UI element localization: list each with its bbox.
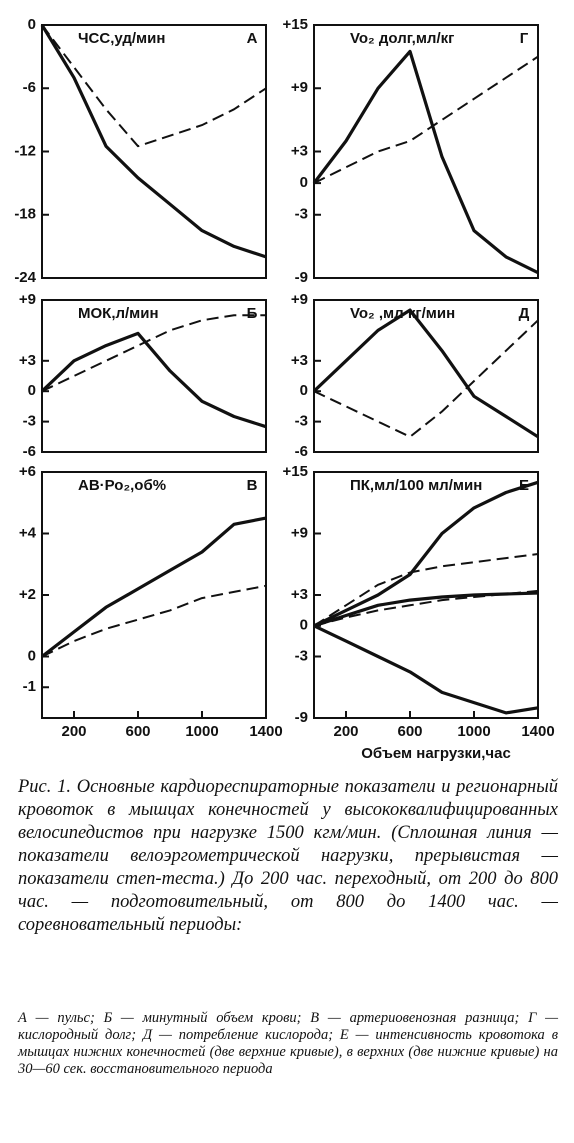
y-tick-label: +15 (283, 463, 308, 480)
y-tick-label: -6 (23, 443, 36, 460)
y-tick-label: -1 (23, 678, 36, 695)
y-tick-label: -3 (295, 647, 308, 664)
x-tick-label: 1000 (457, 723, 490, 740)
panel-title: Vo₂ долг,мл/кг (350, 30, 454, 47)
line-series (41, 314, 266, 393)
y-tick-label: -6 (23, 79, 36, 96)
y-tick-label: +3 (291, 142, 308, 159)
panel-letter: В (247, 477, 258, 494)
plot-frame (313, 299, 539, 453)
plot-frame (41, 471, 267, 719)
panel-title: ЧСС,уд/мин (78, 30, 165, 47)
y-tick-label: +9 (291, 79, 308, 96)
panel-letter: Д (519, 305, 530, 322)
x-tick-label: 200 (333, 723, 358, 740)
y-tick-label: 0 (28, 647, 36, 664)
y-tick-label: -9 (295, 709, 308, 726)
x-tick-label: 1000 (185, 723, 218, 740)
y-tick-label: +9 (19, 291, 36, 308)
y-tick-label: 0 (300, 174, 308, 191)
plot-frame (313, 24, 539, 279)
line-series (313, 624, 539, 715)
y-tick-label: -6 (295, 443, 308, 460)
figure: 0 -6 -12 -18 -24 ЧСС,уд/мин А +15 +9 +3 0 -3 -9 Vo₂ д… (14, 16, 554, 762)
x-axis-label: Объем нагрузки,час (361, 745, 511, 762)
y-tick-label: +2 (19, 586, 36, 603)
y-tick-label: -3 (295, 413, 308, 430)
y-tick-label: 0 (300, 617, 308, 634)
y-tick-label: -3 (295, 206, 308, 223)
line-series (313, 319, 539, 438)
line-series (41, 24, 267, 148)
x-tick-label: 1400 (249, 723, 282, 740)
y-tick-label: 0 (300, 382, 308, 399)
y-tick-label: 0 (28, 16, 36, 33)
panel-letter: Б (247, 305, 258, 322)
panel-letter: Г (520, 30, 529, 47)
y-tick-label: -12 (14, 142, 36, 159)
y-tick-label: +15 (283, 16, 308, 33)
y-tick-label: +3 (291, 586, 308, 603)
plot-frame (41, 299, 267, 453)
y-tick-label: -24 (14, 269, 36, 286)
line-series (312, 49, 539, 275)
y-tick-label: -3 (23, 413, 36, 430)
x-tick-label: 200 (61, 723, 86, 740)
y-tick-label: +3 (291, 352, 308, 369)
line-series (41, 584, 267, 658)
y-tick-label: +6 (19, 463, 36, 480)
line-series (313, 55, 539, 184)
line-series (313, 553, 539, 627)
x-tick-label: 1400 (521, 723, 554, 740)
line-series (40, 331, 267, 429)
line-series (40, 24, 267, 259)
caption-notes: А — пульс; Б — минутный объем крови; В —… (18, 1010, 558, 1077)
y-tick-label: +9 (291, 291, 308, 308)
x-tick-label: 600 (125, 723, 150, 740)
y-tick-label: -9 (295, 269, 308, 286)
line-series (313, 589, 539, 627)
y-tick-label: 0 (28, 382, 36, 399)
plot-frame (41, 24, 267, 279)
panel-title: ПК,мл/100 мл/мин (350, 477, 482, 494)
x-tick-label: 600 (397, 723, 422, 740)
y-tick-label: +3 (19, 352, 36, 369)
panel-title: АВ·Ро₂,об% (78, 477, 166, 494)
line-series (41, 516, 267, 658)
line-series (312, 308, 539, 439)
y-tick-label: -18 (14, 206, 36, 223)
y-tick-label: +4 (19, 524, 37, 541)
y-tick-label: +9 (291, 524, 308, 541)
line-series (313, 480, 539, 628)
panel-title: МОК,л/мин (78, 305, 159, 322)
caption: Рис. 1. Основные кардиореспираторные пок… (18, 777, 558, 935)
panel-letter: А (247, 30, 258, 47)
